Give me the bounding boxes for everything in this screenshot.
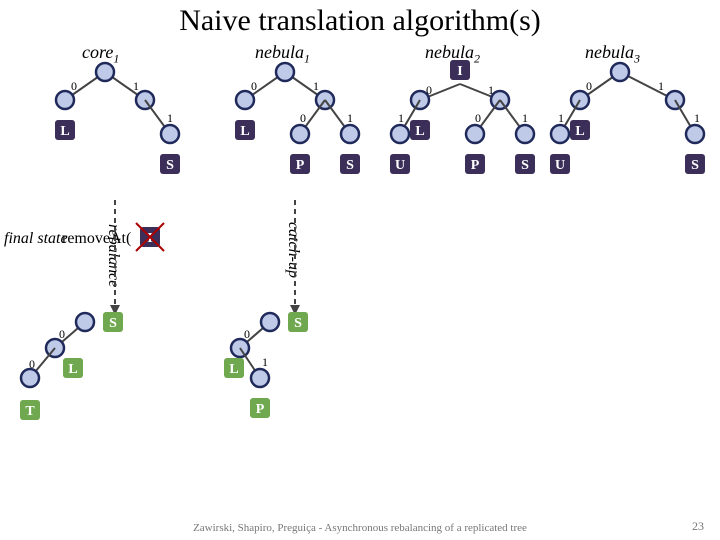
svg-text:0: 0 bbox=[29, 357, 35, 371]
svg-text:I: I bbox=[457, 64, 462, 79]
svg-text:0: 0 bbox=[586, 79, 592, 93]
svg-text:0: 0 bbox=[426, 83, 432, 97]
svg-text:S: S bbox=[691, 158, 699, 173]
svg-text:T: T bbox=[25, 404, 35, 419]
footer-citation: Zawirski, Shapiro, Preguiça - Asynchrono… bbox=[0, 522, 720, 534]
svg-text:S: S bbox=[294, 316, 302, 331]
svg-text:L: L bbox=[229, 362, 238, 377]
tree-nebula1-bottom: 0 S 1 L P bbox=[224, 312, 308, 418]
svg-text:1: 1 bbox=[133, 79, 139, 93]
diagram-svg: 0 1 L 1 S I bbox=[0, 0, 720, 540]
svg-text:1: 1 bbox=[558, 111, 564, 125]
svg-text:1: 1 bbox=[313, 79, 319, 93]
svg-text:0: 0 bbox=[244, 327, 250, 341]
svg-text:S: S bbox=[166, 158, 174, 173]
svg-text:1: 1 bbox=[398, 111, 404, 125]
svg-text:P: P bbox=[256, 402, 265, 417]
tree-nebula1: 0 1 L 0 1 P S bbox=[235, 63, 360, 174]
svg-text:L: L bbox=[415, 124, 424, 139]
svg-text:1: 1 bbox=[347, 111, 353, 125]
svg-text:0: 0 bbox=[475, 111, 481, 125]
svg-text:U: U bbox=[555, 158, 565, 173]
svg-text:1: 1 bbox=[488, 83, 494, 97]
svg-text:1: 1 bbox=[694, 111, 700, 125]
svg-text:0: 0 bbox=[300, 111, 306, 125]
svg-text:P: P bbox=[471, 158, 480, 173]
svg-text:S: S bbox=[346, 158, 354, 173]
svg-text:1: 1 bbox=[262, 355, 268, 369]
svg-text:L: L bbox=[240, 124, 249, 139]
svg-text:0: 0 bbox=[59, 327, 65, 341]
svg-text:P: P bbox=[296, 158, 305, 173]
tree-core1-mid: 0 S 0 L T bbox=[20, 312, 123, 420]
svg-text:1: 1 bbox=[167, 111, 173, 125]
tree-core1: 0 1 L 1 S I bbox=[55, 63, 180, 251]
svg-text:L: L bbox=[60, 124, 69, 139]
tree-nebula2: I 0 1 L 1 U 0 1 P S bbox=[390, 60, 535, 174]
svg-text:L: L bbox=[68, 362, 77, 377]
svg-text:1: 1 bbox=[522, 111, 528, 125]
page-number: 23 bbox=[692, 519, 704, 534]
svg-text:1: 1 bbox=[658, 79, 664, 93]
svg-text:0: 0 bbox=[251, 79, 257, 93]
svg-text:S: S bbox=[521, 158, 529, 173]
svg-text:0: 0 bbox=[71, 79, 77, 93]
svg-text:L: L bbox=[575, 124, 584, 139]
svg-text:S: S bbox=[109, 316, 117, 331]
tree-nebula3: 0 1 L 1 U 1 S bbox=[550, 63, 705, 174]
svg-text:U: U bbox=[395, 158, 405, 173]
